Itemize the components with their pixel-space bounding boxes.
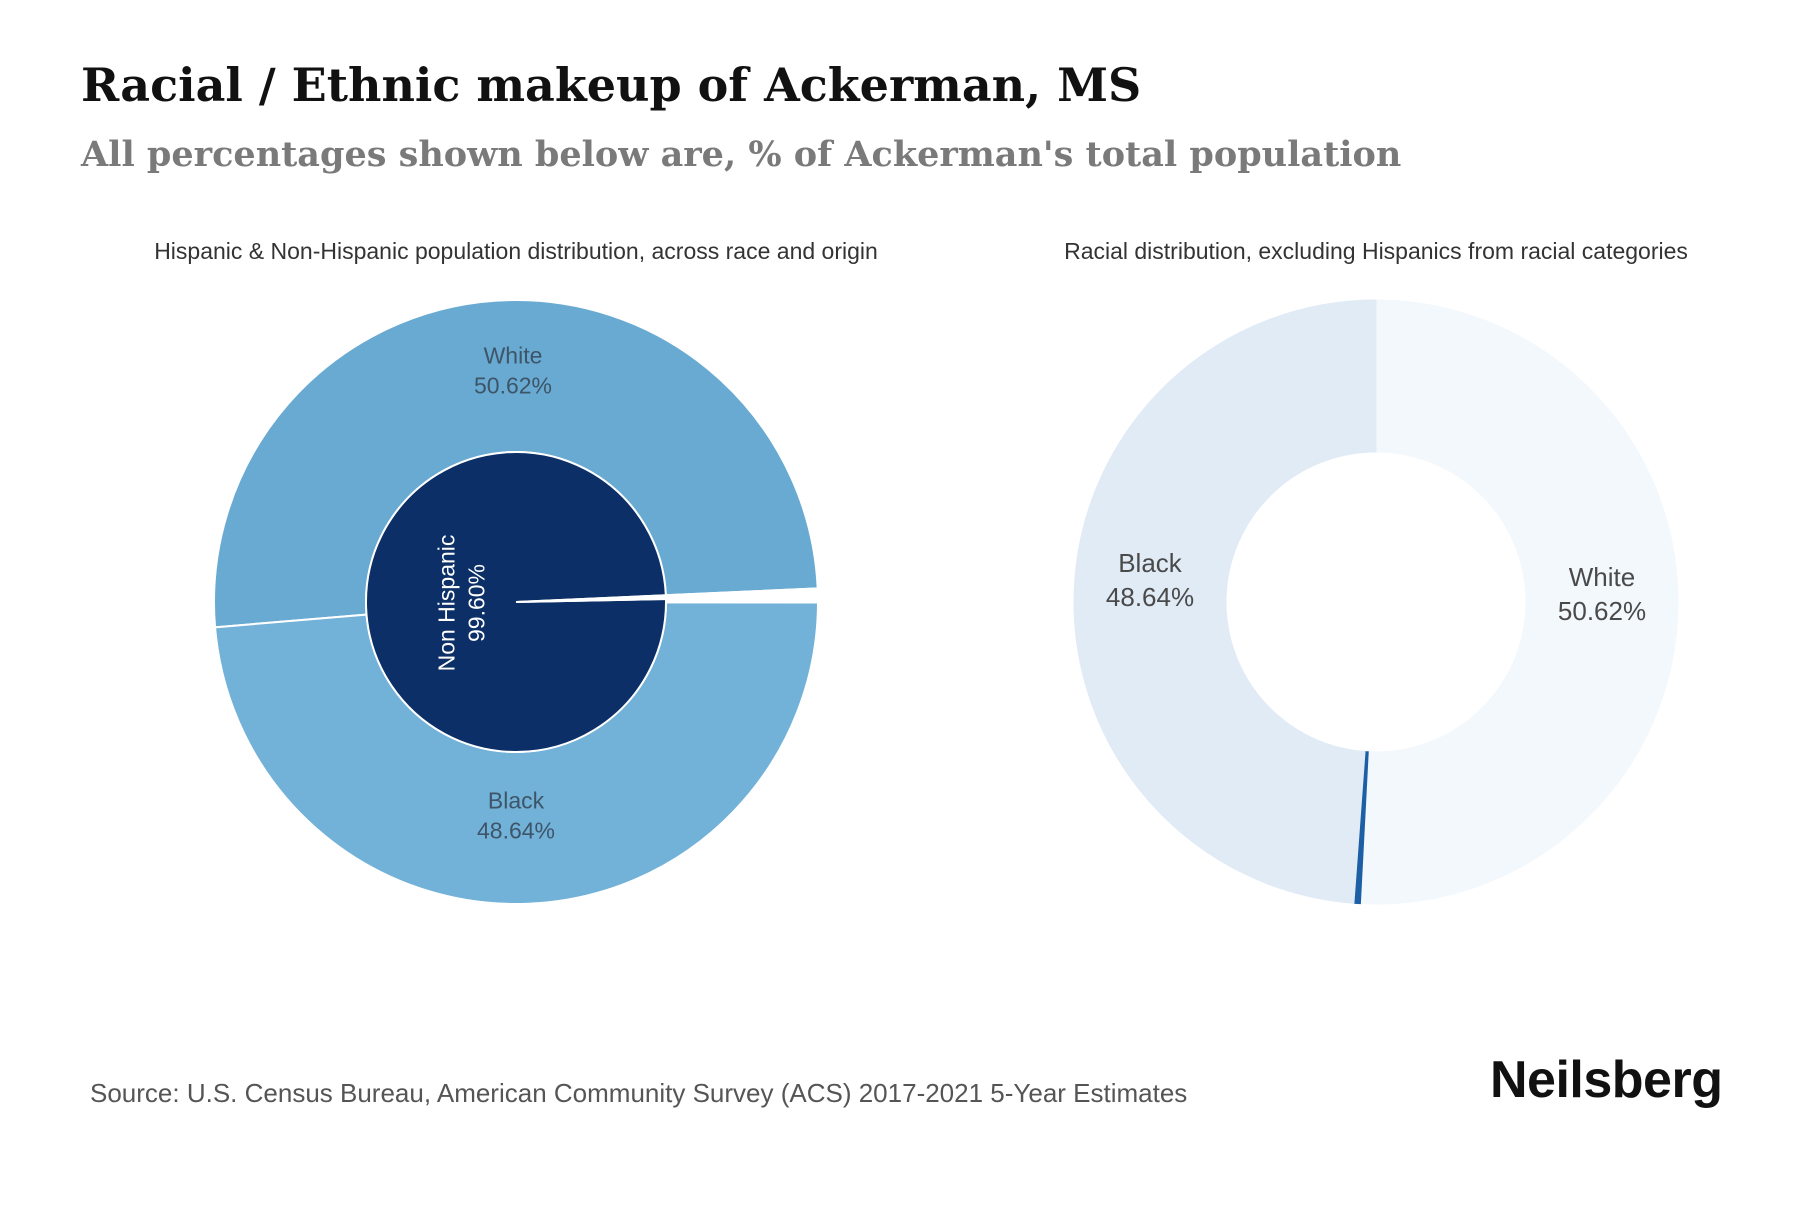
chart-2-title: Racial distribution, excluding Hispanics… [1064,238,1688,264]
slice-label-white: White 50.62% [474,343,552,399]
source-note: Source: U.S. Census Bureau, American Com… [90,1078,1188,1108]
slice-black [1073,299,1377,904]
page-subtitle: All percentages shown below are, % of Ac… [81,134,1402,175]
slice-label-non-hispanic: Non Hispanic 99.60% [434,535,490,672]
page-title: Racial / Ethnic makeup of Ackerman, MS [81,58,1142,112]
inner-slice-hispanic [515,594,667,603]
chart-2-marks: White 50.62% Black 48.64% [1073,299,1679,905]
slice-label-black: Black 48.64% [1106,548,1194,612]
chart-1-title: Hispanic & Non-Hispanic population distr… [154,238,878,264]
slice-label-black: Black 48.64% [477,788,555,844]
slice-label-white: White 50.62% [1558,562,1646,626]
chart-1-marks: White 50.62% Black 48.64% Non Hispanic 99.60% [213,298,820,905]
brand-logo: Neilsberg [1490,1051,1723,1109]
slice-white [1359,299,1679,905]
